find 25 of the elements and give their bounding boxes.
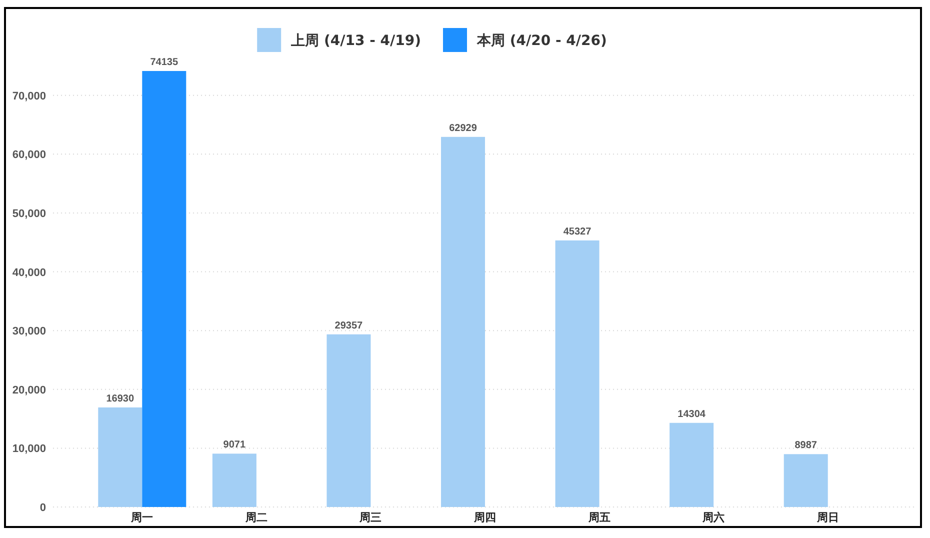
- y-tick-label: 60,000: [12, 149, 46, 162]
- data-label: 16930: [106, 393, 134, 404]
- y-tick-label: 30,000: [12, 326, 46, 338]
- data-label: 45327: [563, 226, 592, 238]
- y-tick-label: 40,000: [12, 266, 46, 279]
- legend-label: 上周 (4/13 - 4/19): [290, 33, 421, 49]
- data-label: 74135: [150, 57, 178, 68]
- legend-label: 本周 (4/20 - 4/26): [476, 33, 607, 49]
- x-tick-label: 周二: [244, 511, 268, 524]
- data-label: 29357: [334, 320, 364, 332]
- y-tick-label: 50,000: [12, 208, 46, 220]
- y-tick-label: 0: [40, 502, 46, 514]
- x-tick-label: 周五: [587, 511, 610, 524]
- y-tick-label: 20,000: [12, 384, 46, 396]
- data-label: 62929: [449, 122, 478, 134]
- data-label: 9071: [223, 440, 246, 451]
- x-tick-label: 周四: [473, 511, 496, 524]
- data-label: 14304: [678, 408, 706, 420]
- y-tick-label: 10,000: [12, 443, 46, 456]
- x-tick-label: 周六: [702, 511, 725, 524]
- data-label: 8987: [794, 440, 818, 452]
- x-tick-label: 周三: [358, 511, 382, 524]
- y-tick-label: 70,000: [12, 90, 46, 102]
- x-tick-label: 周日: [816, 511, 839, 524]
- x-tick-label: 周一: [130, 511, 154, 524]
